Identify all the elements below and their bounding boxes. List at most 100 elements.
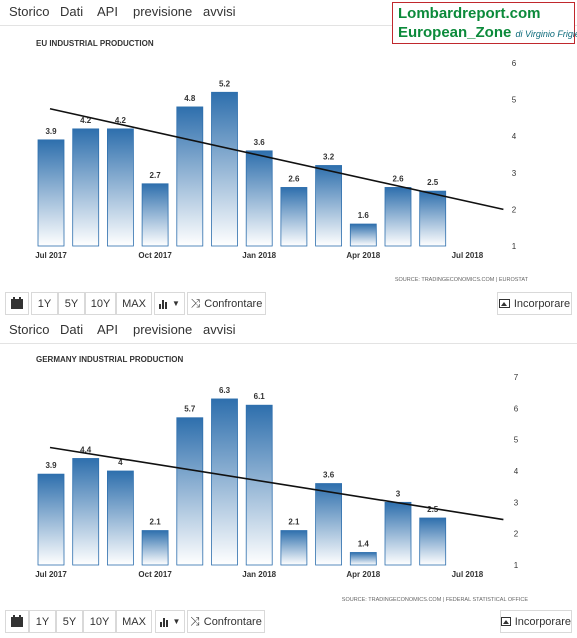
bar[interactable]: [419, 517, 447, 566]
tab-storico[interactable]: Storico: [9, 322, 50, 337]
range-5y-button[interactable]: 5Y: [58, 292, 85, 315]
brand-byline: di Virginio Frigieri: [515, 29, 577, 39]
range-5y-button[interactable]: 5Y: [56, 610, 83, 633]
compare-button[interactable]: ⤨ Confrontare: [187, 610, 265, 633]
germany-industrial-production-chart: GERMANY INDUSTRIAL PRODUCTION 1 2 3 4 5 6 7 3.9 4…: [35, 355, 529, 603]
bar[interactable]: [72, 458, 100, 566]
calendar-icon: [11, 614, 23, 627]
tab-dati[interactable]: Dati: [60, 4, 84, 19]
image-icon: [498, 299, 510, 308]
embed-button[interactable]: Incorporare: [500, 610, 572, 633]
range-10y-button[interactable]: 10Y: [85, 292, 116, 315]
tab-api[interactable]: API: [97, 322, 118, 337]
data-label: 3.6: [254, 138, 266, 147]
data-label: 1.6: [358, 211, 370, 220]
y-tick-label: 4: [514, 467, 519, 476]
calendar-button[interactable]: [5, 610, 29, 633]
data-label: 4.2: [80, 116, 92, 125]
data-label: 6.1: [254, 392, 266, 401]
bar[interactable]: [37, 473, 65, 566]
x-tick-label: Jul 2017: [35, 570, 67, 579]
range-1y-button[interactable]: 1Y: [31, 292, 58, 315]
brand-site-name: Lombardreport.com: [398, 5, 541, 22]
image-icon: [501, 617, 511, 626]
tab-storico[interactable]: Storico: [9, 4, 50, 19]
y-tick-label: 5: [512, 96, 517, 105]
data-label: 4: [118, 458, 123, 467]
bar[interactable]: [176, 417, 204, 566]
tab-bar: Storico Dati API previsione avvisi: [0, 318, 577, 344]
data-label: 4.8: [184, 94, 196, 103]
bar[interactable]: [280, 530, 308, 566]
range-1y-button[interactable]: 1Y: [29, 610, 56, 633]
calendar-button[interactable]: [5, 292, 29, 315]
y-tick-label: 3: [512, 169, 517, 178]
source-label: SOURCE: TRADINGECONOMICS.COM | FEDERAL S…: [342, 597, 529, 603]
x-tick-label: Jul 2018: [452, 251, 484, 260]
bar[interactable]: [349, 223, 377, 247]
data-label: 3.6: [323, 471, 335, 480]
bar[interactable]: [280, 187, 308, 247]
data-label: 2.7: [150, 171, 162, 180]
bar[interactable]: [141, 183, 169, 247]
range-10y-button[interactable]: 10Y: [83, 610, 116, 633]
x-tick-label: Jul 2017: [35, 251, 67, 260]
tab-avvisi[interactable]: avvisi: [203, 4, 236, 19]
bar[interactable]: [107, 470, 134, 566]
bar[interactable]: [315, 165, 343, 247]
tab-previsione[interactable]: previsione: [133, 4, 193, 19]
y-tick-label: 4: [512, 132, 517, 141]
bar[interactable]: [107, 128, 134, 247]
data-label: 4.2: [115, 116, 127, 125]
bar[interactable]: [72, 128, 100, 247]
source-label: SOURCE: TRADINGECONOMICS.COM | EUROSTAT: [395, 277, 529, 283]
x-tick-label: Apr 2018: [346, 251, 380, 260]
y-tick-label: 2: [514, 530, 519, 539]
trend-line: [49, 107, 504, 211]
caret-down-icon: ▼: [172, 299, 180, 308]
x-tick-label: Jul 2018: [452, 570, 484, 579]
x-tick-label: Oct 2017: [138, 570, 172, 579]
tab-bar: Storico Dati API previsione avvisi: [0, 0, 577, 26]
tab-avvisi[interactable]: avvisi: [203, 322, 236, 337]
bar[interactable]: [419, 190, 447, 247]
bar[interactable]: [245, 150, 273, 247]
chart-type-button[interactable]: ▼: [154, 292, 185, 315]
data-label: 2.6: [392, 174, 404, 183]
tab-previsione[interactable]: previsione: [133, 322, 193, 337]
bar[interactable]: [245, 404, 273, 566]
range-max-button[interactable]: MAX: [116, 292, 152, 315]
bar[interactable]: [384, 187, 412, 247]
y-tick-label: 5: [514, 436, 519, 445]
tab-dati[interactable]: Dati: [60, 322, 84, 337]
y-tick-label: 3: [514, 498, 519, 507]
bar[interactable]: [141, 530, 169, 566]
bar[interactable]: [211, 398, 238, 566]
data-label: 5.7: [184, 405, 196, 414]
y-tick-label: 2: [512, 205, 517, 214]
bar[interactable]: [315, 483, 343, 566]
data-label: 2.5: [427, 505, 439, 514]
x-tick-label: Jan 2018: [242, 251, 276, 260]
y-tick-label: 6: [512, 59, 517, 68]
chart-title: GERMANY INDUSTRIAL PRODUCTION: [36, 355, 183, 364]
x-tick-label: Jan 2018: [242, 570, 276, 579]
range-max-button[interactable]: MAX: [116, 610, 152, 633]
tab-api[interactable]: API: [97, 4, 118, 19]
embed-button[interactable]: Incorporare: [497, 292, 572, 315]
bar[interactable]: [211, 91, 238, 247]
x-tick-label: Apr 2018: [346, 570, 380, 579]
bar[interactable]: [384, 501, 412, 566]
chart-title: EU INDUSTRIAL PRODUCTION: [36, 39, 154, 48]
shuffle-icon: ⤨: [190, 296, 201, 310]
bar[interactable]: [176, 106, 204, 247]
eu-chart-panel: Storico Dati API previsione avvisi EU IN…: [0, 0, 577, 318]
data-label: 5.2: [219, 79, 231, 88]
eu-industrial-production-chart: EU INDUSTRIAL PRODUCTION 1 2 3 4 5 6 3.9 4.2 4.2 2…: [35, 39, 529, 283]
chart-type-button[interactable]: ▼: [155, 610, 185, 633]
caret-down-icon: ▼: [172, 617, 181, 626]
data-label: 3.9: [45, 127, 57, 136]
bar[interactable]: [37, 139, 65, 247]
compare-button[interactable]: ⤨ Confrontare: [187, 292, 266, 315]
bar[interactable]: [349, 552, 377, 566]
